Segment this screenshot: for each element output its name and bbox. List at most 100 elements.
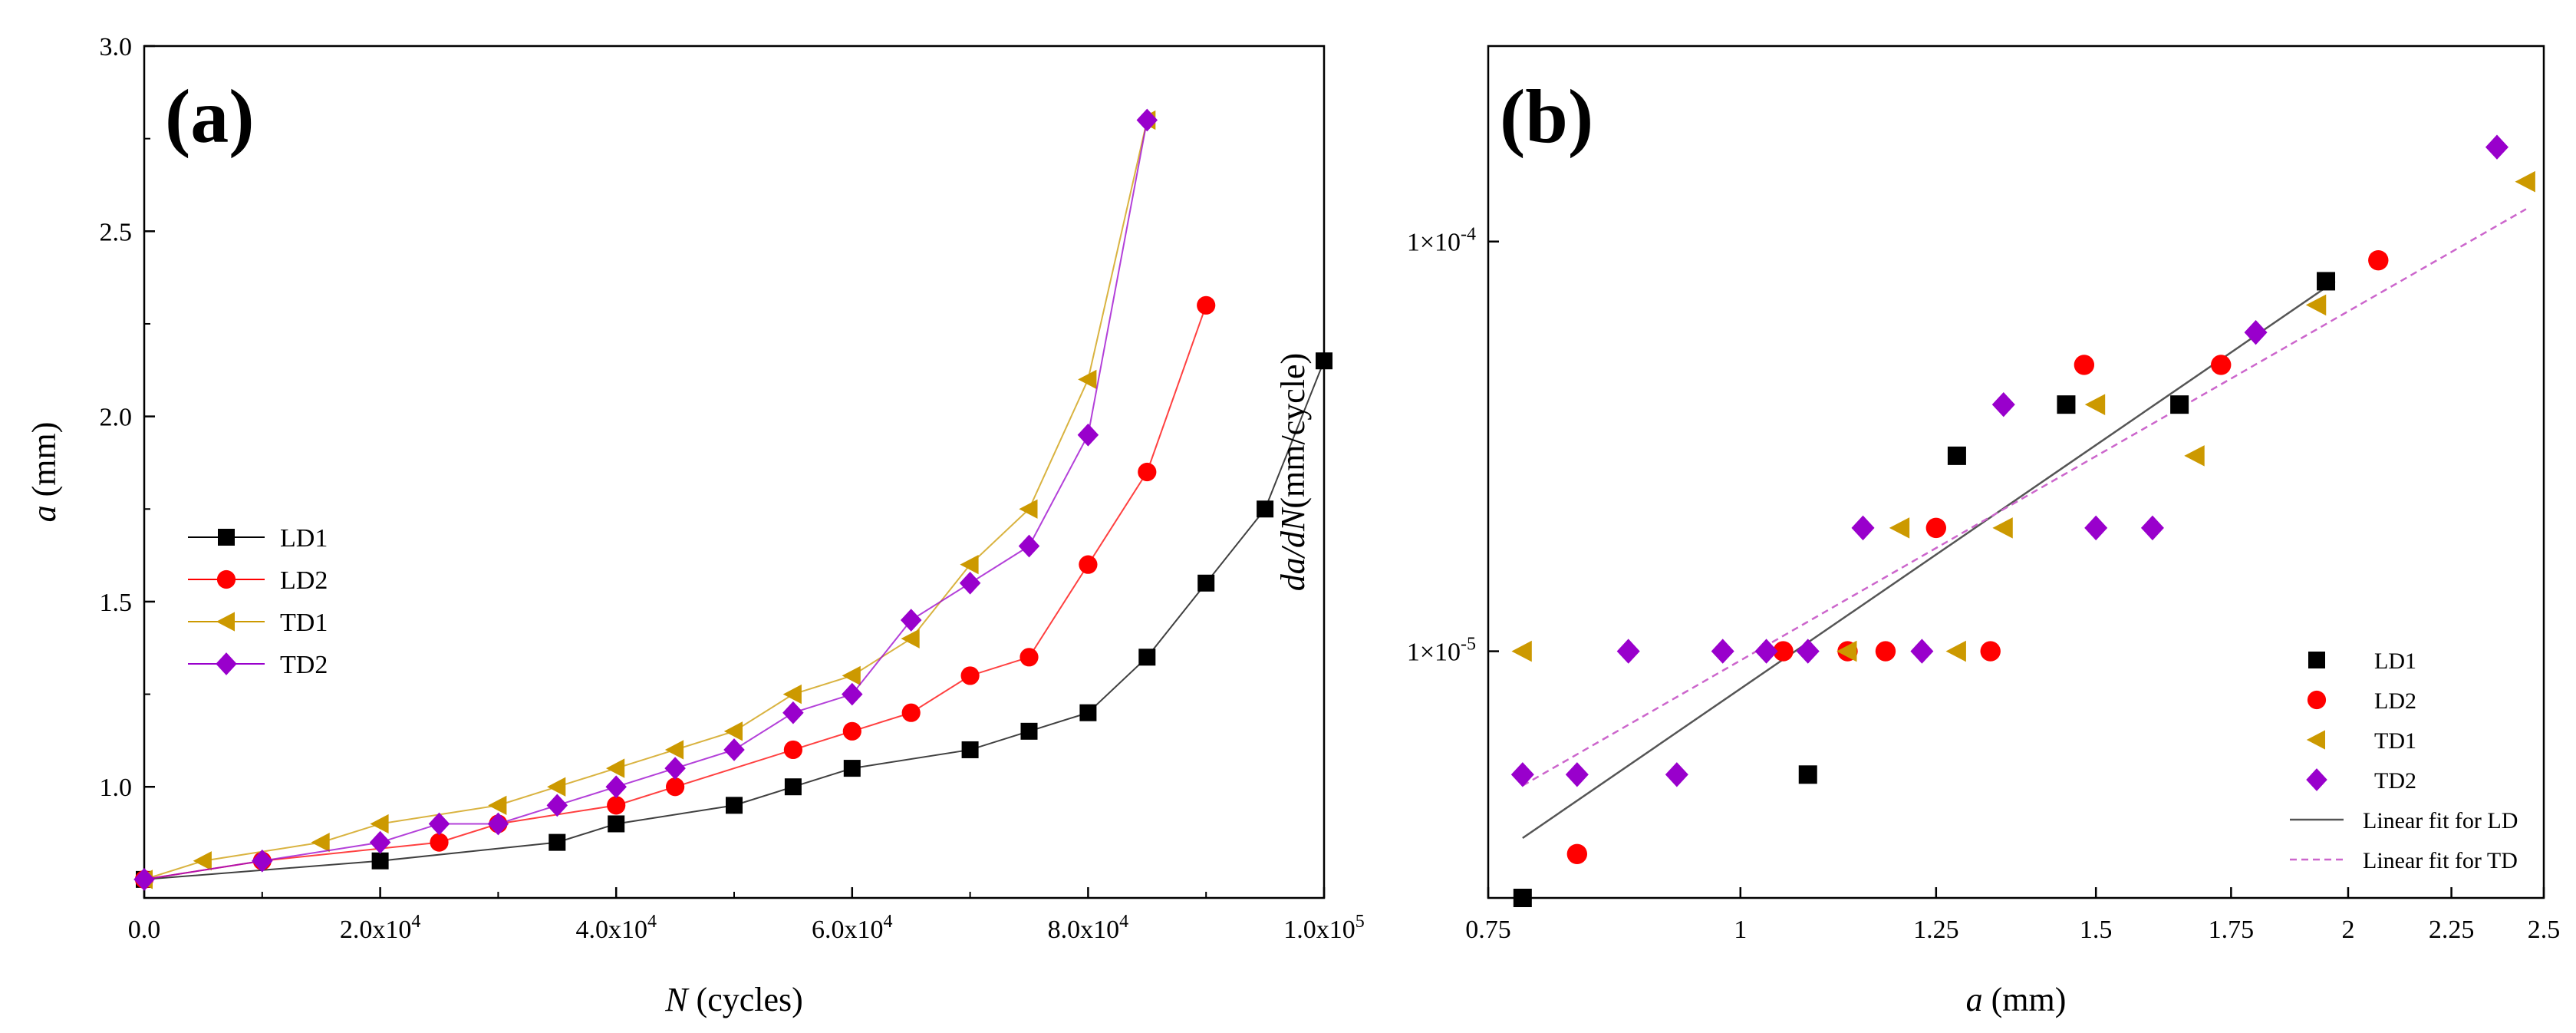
panel-a-point-td1 bbox=[782, 684, 802, 705]
panel-b-series-ld2 bbox=[1566, 249, 2389, 864]
panel-a-point-ld1 bbox=[726, 797, 743, 814]
panel-a-legend-label: LD1 bbox=[280, 524, 328, 553]
panel-a-line-td1 bbox=[143, 120, 1148, 880]
panel-a-point-td2 bbox=[900, 609, 922, 632]
panel-b-fit-line-td bbox=[1522, 208, 2527, 787]
panel-b-series-td2 bbox=[1510, 134, 2508, 787]
panel-b-point-ld2 bbox=[1773, 641, 1794, 662]
panel-a-point-td1 bbox=[664, 740, 684, 760]
panel-a-legend-label: TD1 bbox=[280, 609, 328, 637]
panel-b-legend-label: TD1 bbox=[2374, 728, 2416, 754]
panel-b-point-ld2 bbox=[1566, 843, 1588, 864]
panel-a-point-td2 bbox=[782, 701, 804, 724]
panel-a-point-td2 bbox=[1136, 108, 1158, 132]
panel-a-line-ld1 bbox=[143, 360, 1325, 880]
panel-a-point-ld1 bbox=[1197, 574, 1215, 592]
panel-a-line-ld2 bbox=[143, 305, 1207, 880]
panel-a-x-ticks: 0.0 2.0x104 4.0x104 6.0x104 8.0x104 1.0x105 bbox=[128, 887, 1365, 944]
panel-b-plot-frame bbox=[1487, 45, 2545, 899]
panel-b-point-td1 bbox=[1992, 517, 2013, 539]
panel-a-point-ld2 bbox=[960, 666, 980, 685]
panel-b-x-tick-label: 1.5 bbox=[2080, 916, 2113, 944]
panel-a-legend-marker bbox=[218, 529, 235, 546]
panel-b-point-td2 bbox=[1711, 639, 1734, 664]
panel-b-point-ld1 bbox=[2170, 395, 2189, 414]
panel-a-legend: LD1 LD2 TD1 TD2 bbox=[188, 524, 328, 679]
panel-b-point-td1 bbox=[2084, 394, 2106, 415]
panel-a-point-ld2 bbox=[842, 721, 861, 741]
panel-a-legend-marker bbox=[216, 569, 236, 589]
panel-a-point-td2 bbox=[664, 757, 686, 780]
panel-b-point-td2 bbox=[1565, 762, 1589, 787]
panel-b-y-tick-label: 1×10-4 bbox=[1407, 225, 1476, 257]
panel-b-legend-label: LD1 bbox=[2374, 649, 2416, 674]
panel-b-point-td1 bbox=[1945, 640, 1966, 662]
panel-b-point-ld2 bbox=[2211, 355, 2232, 375]
panel-a-legend-marker bbox=[216, 652, 237, 675]
panel-a-x-axis-label: N (cycles) bbox=[664, 981, 803, 1018]
panel-a-x-tick-label: 6.0x104 bbox=[812, 912, 893, 944]
panel-a-legend-label: LD2 bbox=[280, 566, 328, 595]
panel-b-point-td1 bbox=[2305, 294, 2327, 316]
panel-b-point-td2 bbox=[1796, 639, 1820, 664]
panel-a-point-td1 bbox=[193, 851, 212, 871]
panel-b-point-td2 bbox=[1616, 639, 1640, 664]
panel-b-series bbox=[1510, 134, 2535, 907]
panel-a-point-td2 bbox=[959, 571, 981, 595]
panel-b-series-td1 bbox=[1511, 170, 2535, 662]
panel-a-y-tick-label: 3.0 bbox=[100, 33, 133, 61]
panel-a-point-td1 bbox=[960, 555, 979, 575]
panel-a-x-tick-label: 8.0x104 bbox=[1048, 912, 1129, 944]
panel-a-point-td2 bbox=[1018, 534, 1040, 558]
panel-b-point-td1 bbox=[2515, 170, 2535, 193]
panel-b-legend-label: TD2 bbox=[2374, 768, 2416, 794]
panel-b-point-td2 bbox=[1910, 639, 1934, 664]
panel-a-point-ld2 bbox=[783, 740, 802, 760]
panel-a-x-tick-label: 0.0 bbox=[128, 916, 161, 944]
panel-a-point-ld1 bbox=[843, 760, 861, 777]
panel-b-point-ld1 bbox=[2057, 395, 2076, 414]
panel-b-point-td2 bbox=[2140, 515, 2164, 541]
panel-a-point-td1 bbox=[370, 814, 389, 834]
panel-a-x-tick-label: 2.0x104 bbox=[340, 912, 420, 944]
panel-b-point-td1 bbox=[1889, 517, 1910, 539]
panel-a-point-ld1 bbox=[371, 852, 389, 870]
panel-b-y-axis-label: da/dN(mm/cycle) bbox=[1274, 353, 1312, 591]
panel-a-point-td2 bbox=[428, 812, 450, 836]
panel-a-x-tick-label: 1.0x105 bbox=[1283, 912, 1365, 944]
panel-b-label: (b) bbox=[1500, 74, 1593, 159]
panel-b-point-ld1 bbox=[2317, 272, 2336, 291]
panel-a-label: (a) bbox=[165, 74, 255, 159]
panel-a-point-ld2 bbox=[901, 703, 921, 722]
panel-a-line-chart: 0.0 2.0x104 4.0x104 6.0x104 8.0x104 1.0x105 1… bbox=[25, 33, 1365, 1018]
panel-b-x-tick-label: 2 bbox=[2341, 916, 2354, 944]
panel-a-point-td2 bbox=[252, 849, 273, 873]
panel-b-point-td2 bbox=[1991, 391, 2015, 417]
panel-b-legend-marker bbox=[2308, 652, 2325, 668]
panel-a-point-td2 bbox=[133, 868, 155, 891]
panel-a-y-ticks: 1.0 1.5 2.0 2.5 3.0 bbox=[100, 33, 155, 880]
panel-a-point-td1 bbox=[606, 758, 625, 778]
panel-a-point-td2 bbox=[605, 775, 627, 799]
panel-b-legend-fit-label: Linear fit for TD bbox=[2363, 848, 2518, 873]
panel-a-series-td1 bbox=[133, 110, 1156, 889]
panel-a-point-ld2 bbox=[666, 777, 685, 797]
panel-b-point-ld1 bbox=[1947, 446, 1966, 465]
panel-a-point-ld1 bbox=[548, 833, 566, 851]
panel-a-point-td2 bbox=[369, 830, 391, 854]
panel-b-point-td2 bbox=[2084, 515, 2108, 541]
panel-b-point-ld2 bbox=[1875, 641, 1896, 662]
panel-a-point-td2 bbox=[546, 794, 568, 817]
panel-a-point-ld2 bbox=[1079, 555, 1098, 574]
panel-a-point-td1 bbox=[723, 721, 743, 741]
panel-b-y-tick-label: 1×10-5 bbox=[1407, 635, 1476, 667]
panel-a-point-ld1 bbox=[1316, 352, 1332, 370]
panel-a-point-td2 bbox=[1077, 423, 1099, 447]
panel-b-x-ticks: 0.75 1 1.25 1.5 1.75 2 2.25 2.5 bbox=[1465, 887, 2560, 944]
panel-a-y-axis-label: a (mm) bbox=[25, 422, 63, 523]
panel-b-x-tick-label: 1.25 bbox=[1913, 916, 1959, 944]
panel-a-point-td1 bbox=[842, 665, 861, 686]
panel-b-point-ld2 bbox=[1980, 641, 2001, 662]
panel-a-legend-marker bbox=[216, 612, 235, 632]
panel-b-point-td2 bbox=[1851, 515, 1875, 541]
